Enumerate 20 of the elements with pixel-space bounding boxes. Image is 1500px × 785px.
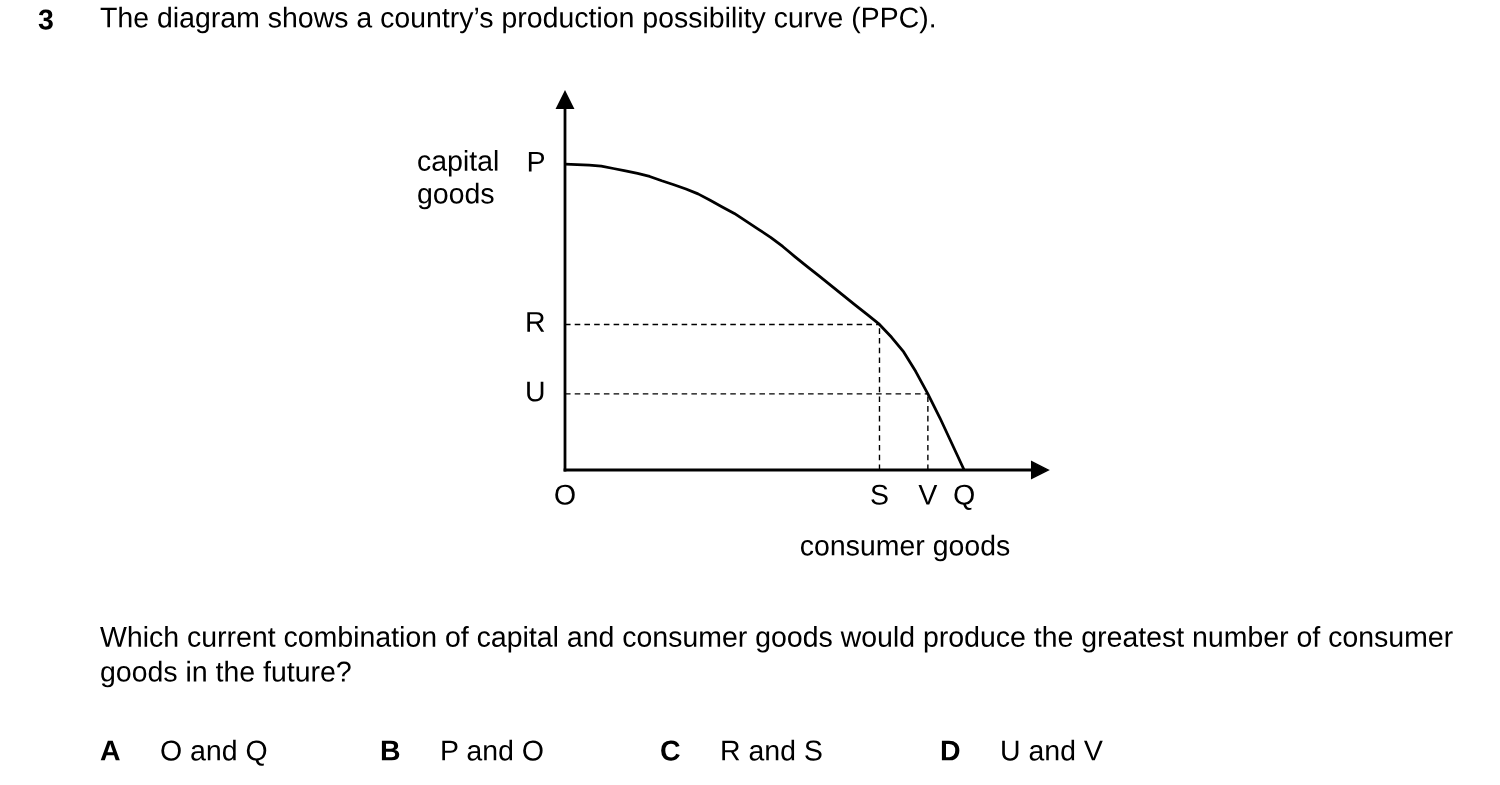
- x-tick-label: O: [555, 484, 575, 505]
- text: C: [661, 740, 680, 761]
- ref-line-label: U: [527, 381, 544, 402]
- text: R and S: [722, 739, 822, 761]
- text: 3: [38, 9, 53, 30]
- text: Which current combination of capital and consumer goods would produce the greatest number of consumer goods in the future?: [100, 626, 1453, 688]
- text: D: [941, 740, 960, 761]
- x-tick-label: V: [918, 484, 938, 505]
- x-tick-label: S: [871, 484, 888, 505]
- text: P and O: [442, 739, 543, 761]
- x-axis-title: consumer goods: [800, 534, 1010, 562]
- chart-title: The diagram shows a country’s production possibility curve (PPC).: [100, 6, 935, 34]
- text: U and V: [1002, 739, 1103, 761]
- y-axis-title: capital goods: [418, 150, 498, 210]
- text: B: [381, 740, 400, 761]
- text: A: [100, 740, 120, 761]
- text: O and Q: [161, 739, 267, 766]
- x-tick-label: Q: [954, 484, 974, 510]
- text: P: [528, 151, 545, 172]
- ref-line-label: R: [527, 312, 545, 332]
